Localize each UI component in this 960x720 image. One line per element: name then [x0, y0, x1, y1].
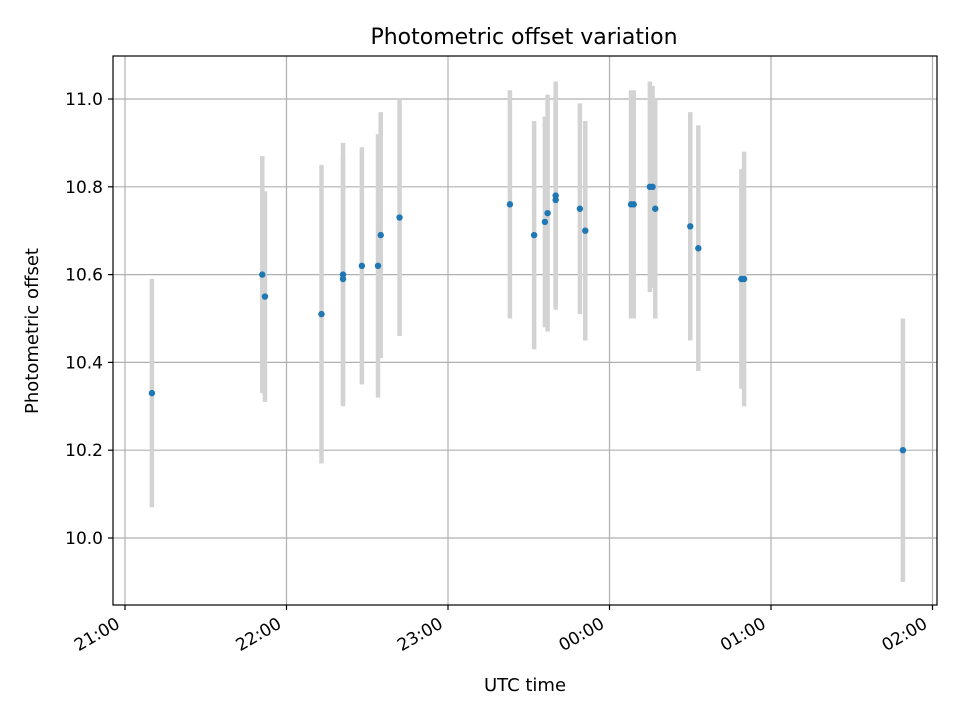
data-point: [541, 218, 549, 226]
data-point: [374, 262, 382, 270]
data-point: [148, 389, 156, 397]
data-point: [552, 196, 559, 204]
y-tick-label: 10.4: [65, 353, 103, 373]
data-point: [687, 223, 694, 230]
x-tick-label: 00:00: [556, 614, 608, 656]
y-axis-label: Photometric offset: [22, 248, 43, 414]
y-axis-ticks: 10.0 10.2 10.4 10.6 10.8 11.0: [65, 90, 113, 549]
data-point: [649, 183, 656, 190]
data-point: [576, 205, 584, 212]
x-axis-label: UTC time: [484, 675, 566, 696]
data-point: [506, 201, 514, 208]
error-bars: [149, 81, 906, 582]
y-tick-label: 10.0: [65, 529, 103, 549]
grid: [113, 56, 937, 605]
data-point: [530, 231, 538, 239]
data-point: [339, 271, 347, 278]
x-tick-label: 02:00: [879, 614, 931, 656]
x-tick-label: 22:00: [233, 614, 285, 656]
y-tick-label: 10.6: [65, 266, 103, 286]
data-point: [544, 209, 551, 217]
data-point: [740, 275, 748, 283]
data-point: [582, 227, 589, 234]
data-point: [552, 192, 559, 199]
y-tick-label: 10.8: [65, 178, 103, 198]
data-points: [148, 183, 907, 454]
x-tick-label: 23:00: [394, 614, 446, 656]
data-point: [358, 262, 366, 270]
data-point: [396, 214, 403, 221]
y-tick-label: 11.0: [65, 90, 103, 110]
data-point: [261, 293, 269, 300]
x-tick-label: 21:00: [71, 614, 123, 656]
data-point: [377, 231, 384, 239]
data-point: [339, 275, 347, 283]
chart-title: Photometric offset variation: [370, 25, 677, 50]
data-point: [259, 271, 266, 278]
data-point: [899, 447, 907, 454]
y-tick-label: 10.2: [65, 441, 103, 461]
data-point: [695, 245, 702, 252]
data-point: [318, 310, 325, 318]
data-point: [630, 201, 637, 208]
x-axis-ticks: 21:00 22:00 23:00 00:00 01:00 02:00: [71, 605, 934, 656]
plot-frame: [112, 55, 938, 606]
x-tick-label: 01:00: [717, 614, 769, 656]
data-point: [652, 205, 659, 212]
